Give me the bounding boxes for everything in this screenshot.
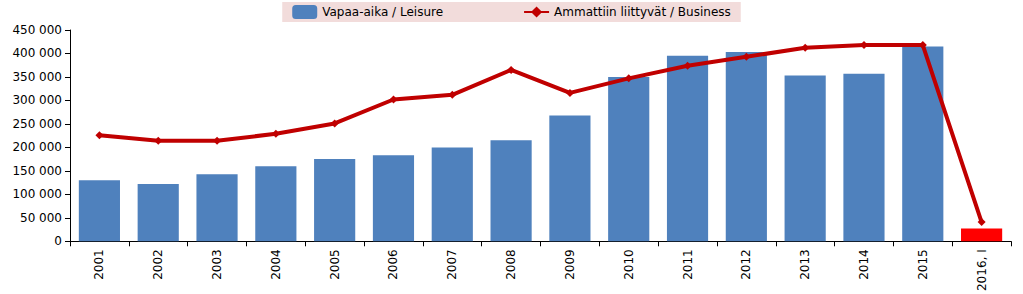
svg-text:2016, I: 2016, I	[975, 249, 989, 291]
svg-text:Vapaa-aika / Leisure: Vapaa-aika / Leisure	[322, 5, 443, 19]
svg-text:2005: 2005	[328, 249, 342, 280]
svg-text:250 000: 250 000	[12, 117, 62, 131]
svg-text:2006: 2006	[386, 249, 400, 280]
svg-text:Ammattiin liittyvät / Business: Ammattiin liittyvät / Business	[554, 5, 731, 19]
svg-text:50 000: 50 000	[20, 211, 62, 225]
svg-text:0: 0	[54, 234, 62, 248]
svg-text:2014: 2014	[857, 249, 871, 280]
svg-text:100 000: 100 000	[12, 187, 62, 201]
svg-text:2012: 2012	[739, 249, 753, 280]
svg-text:2004: 2004	[269, 249, 283, 280]
svg-text:2002: 2002	[151, 249, 165, 280]
svg-text:400 000: 400 000	[12, 46, 62, 60]
svg-text:2008: 2008	[504, 249, 518, 280]
svg-text:2010: 2010	[622, 249, 636, 280]
svg-text:2001: 2001	[92, 249, 106, 280]
svg-text:200 000: 200 000	[12, 140, 62, 154]
svg-text:2003: 2003	[210, 249, 224, 280]
svg-text:150 000: 150 000	[12, 164, 62, 178]
svg-text:2009: 2009	[563, 249, 577, 280]
svg-text:300 000: 300 000	[12, 93, 62, 107]
svg-text:450 000: 450 000	[12, 23, 62, 37]
svg-text:2011: 2011	[681, 249, 695, 280]
svg-text:2015: 2015	[916, 249, 930, 280]
svg-text:350 000: 350 000	[12, 70, 62, 84]
svg-text:2007: 2007	[445, 249, 459, 280]
svg-text:2013: 2013	[798, 249, 812, 280]
